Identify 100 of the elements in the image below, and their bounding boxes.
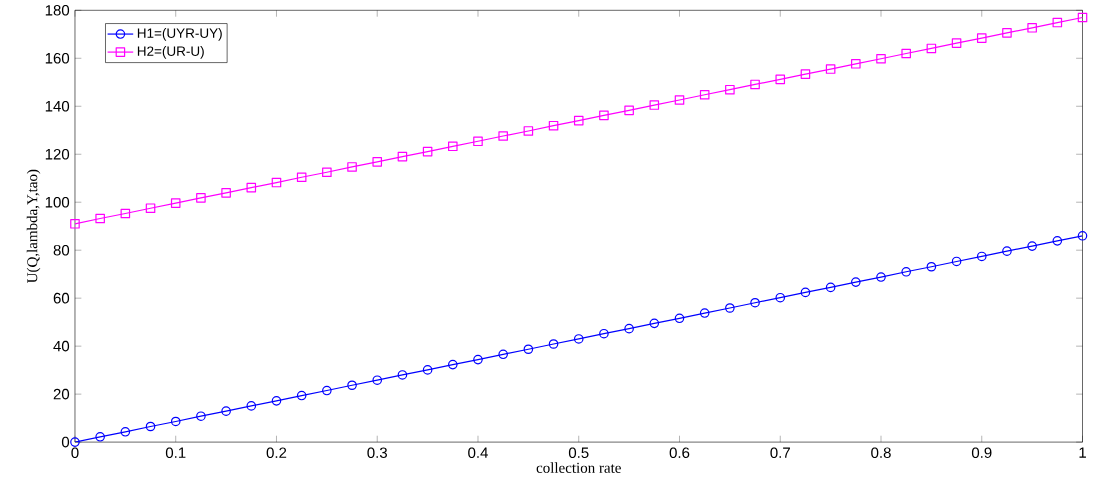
point	[170, 416, 181, 427]
point	[70, 218, 80, 229]
point	[145, 421, 156, 432]
point	[649, 318, 660, 329]
y-tick-label: 0	[61, 436, 70, 448]
point	[825, 64, 836, 74]
point	[372, 375, 383, 385]
point	[1052, 17, 1063, 28]
point	[95, 432, 105, 442]
point	[221, 188, 231, 198]
point	[296, 390, 307, 401]
point	[1002, 28, 1012, 38]
point	[951, 38, 962, 48]
point	[246, 401, 257, 411]
point	[120, 208, 131, 219]
point	[221, 406, 231, 416]
x-tick-label: 0.3	[367, 447, 388, 458]
point	[876, 53, 886, 64]
point	[649, 100, 660, 110]
point	[1052, 236, 1063, 246]
point	[926, 261, 937, 272]
x-tick-label: 0.6	[669, 447, 690, 458]
x-tick-label: 0.9	[971, 447, 992, 458]
point	[448, 359, 458, 370]
point	[548, 120, 559, 131]
point	[422, 365, 433, 375]
point	[599, 328, 609, 339]
point	[699, 308, 710, 318]
x-tick-label: 0.2	[266, 447, 287, 458]
point	[750, 79, 760, 90]
point	[70, 437, 80, 447]
point	[725, 84, 735, 95]
point	[422, 146, 433, 157]
point	[1027, 22, 1037, 33]
point	[976, 251, 987, 262]
point	[347, 162, 357, 172]
y-tick-label: 60	[53, 292, 70, 304]
point	[775, 74, 786, 85]
point	[120, 426, 131, 437]
y-tick-label: 40	[53, 340, 70, 352]
point	[322, 385, 332, 396]
point	[800, 287, 811, 298]
point	[851, 58, 861, 69]
point	[196, 193, 206, 203]
legend-label: H2=(UR-U)	[137, 46, 204, 59]
point	[397, 370, 408, 380]
y-tick-label: 160	[45, 52, 70, 64]
point	[498, 131, 508, 141]
x-tick-label: 0.5	[568, 447, 589, 458]
point	[448, 141, 458, 152]
x-tick-label: 0.7	[770, 447, 790, 458]
y-tick-label: 120	[45, 148, 70, 160]
point	[523, 344, 534, 355]
point	[548, 339, 559, 349]
point	[825, 282, 836, 293]
point	[800, 69, 811, 79]
point	[145, 203, 156, 213]
point	[322, 167, 332, 177]
x-axis-title: collection rate	[536, 462, 621, 473]
legend-label: H1=(UYR-UY)	[137, 28, 222, 41]
point	[372, 157, 383, 167]
point	[901, 48, 911, 59]
point	[196, 411, 206, 421]
x-tick-label: 0	[71, 447, 79, 458]
point	[523, 126, 534, 136]
point	[95, 213, 105, 224]
point	[699, 89, 710, 100]
x-tick-label: 1	[1079, 447, 1086, 458]
point	[573, 334, 584, 344]
point	[498, 349, 508, 360]
point	[599, 110, 609, 121]
point	[271, 177, 282, 188]
x-tick-label: 0.4	[468, 447, 488, 458]
y-tick-label: 180	[45, 4, 70, 16]
point	[876, 272, 886, 282]
point	[1027, 241, 1037, 251]
y-tick-label: 80	[53, 244, 70, 256]
point	[775, 292, 786, 303]
point	[624, 105, 634, 116]
point	[170, 198, 181, 208]
x-tick-label: 0.8	[871, 447, 891, 458]
point	[473, 354, 483, 365]
y-tick-label: 140	[45, 100, 70, 112]
point	[573, 115, 584, 126]
point	[1002, 246, 1012, 256]
point	[473, 136, 483, 147]
y-axis-title: U(Q,lambda,Y,tao)	[26, 169, 41, 283]
point	[624, 323, 634, 334]
point	[951, 256, 962, 267]
point	[674, 95, 685, 105]
point	[901, 266, 911, 277]
point	[296, 172, 307, 183]
point	[851, 277, 861, 287]
point	[246, 182, 257, 193]
y-tick-label: 20	[53, 388, 70, 400]
point	[397, 151, 408, 162]
point	[1077, 230, 1088, 241]
point	[271, 396, 282, 406]
point	[976, 33, 987, 43]
point	[750, 297, 760, 308]
